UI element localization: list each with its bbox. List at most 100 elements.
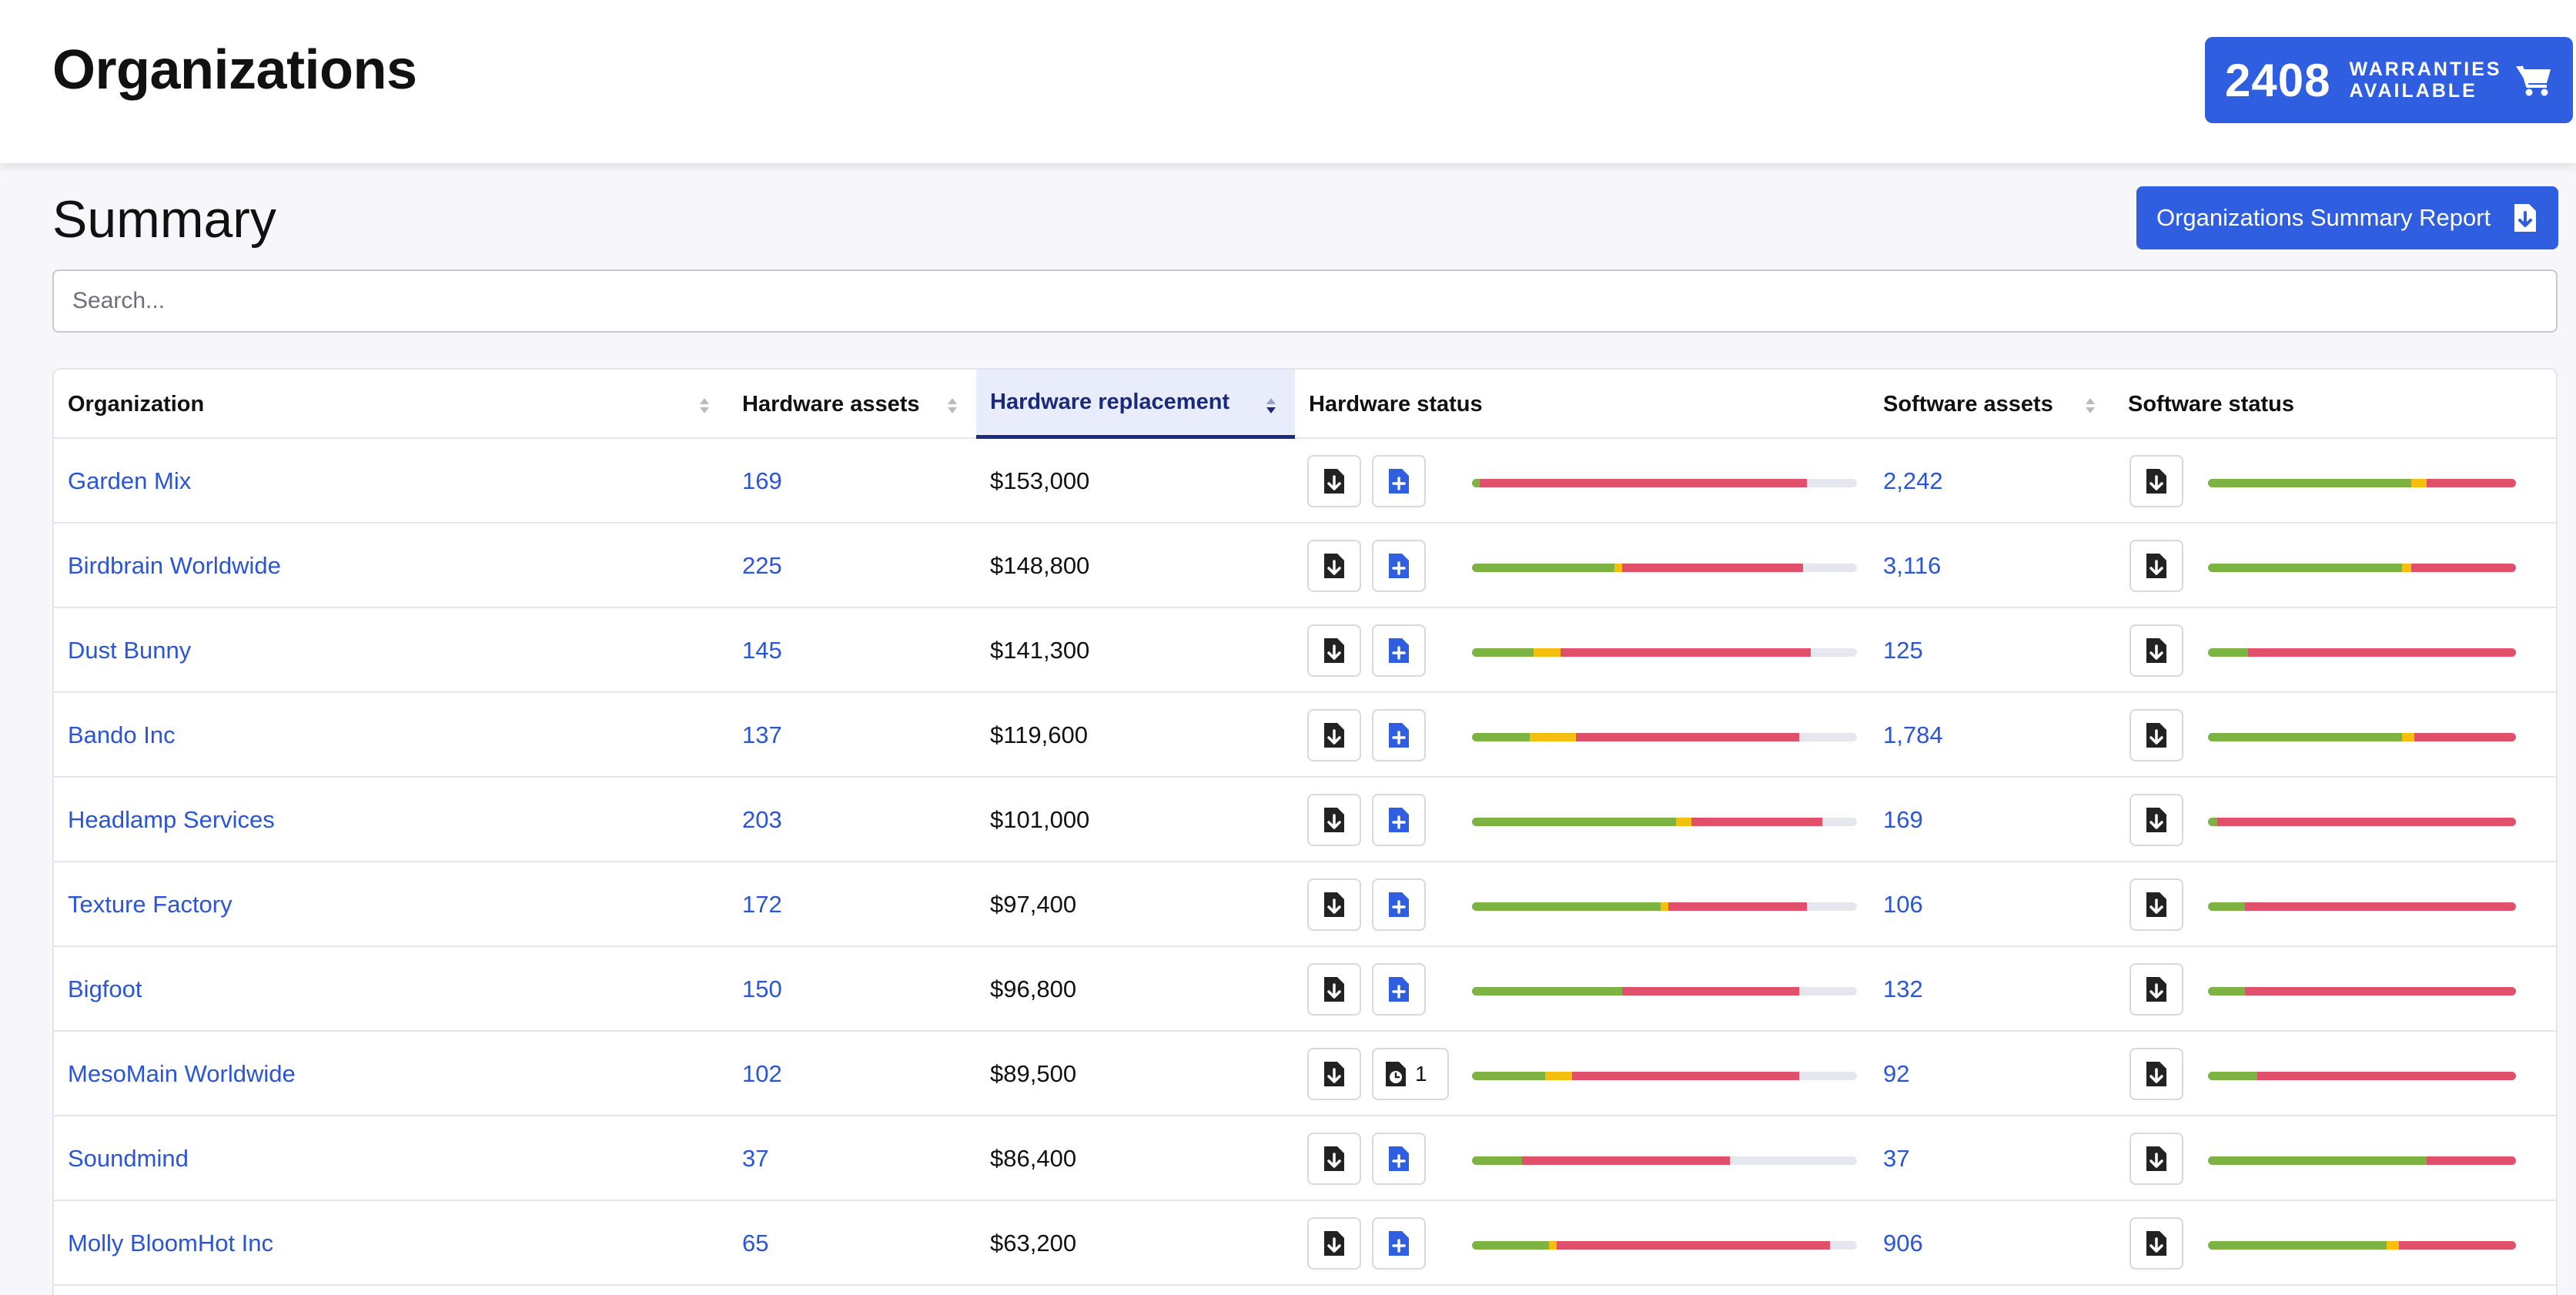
warranties-available-button[interactable]: 2408 WARRANTIES AVAILABLE [2205,37,2573,123]
hardware-assets-link[interactable]: 150 [742,975,782,1002]
status-bad-segment [2257,1072,2516,1080]
column-header-hardware-assets[interactable]: Hardware assets [728,370,976,439]
software-assets-link[interactable]: 3,116 [1883,552,1942,579]
hardware-download-button[interactable] [1307,963,1361,1016]
hardware-pending-button[interactable]: 1 [1372,1048,1449,1100]
software-download-button[interactable] [2129,540,2183,592]
warranty-label-line1: WARRANTIES [2349,59,2502,80]
status-warn-segment [2402,733,2414,741]
hardware-add-button[interactable] [1372,963,1426,1016]
hardware-assets-link[interactable]: 172 [742,891,782,918]
organization-link[interactable]: MesoMain Worldwide [68,1060,296,1087]
hardware-assets-link[interactable]: 102 [742,1060,782,1087]
add-file-icon [1389,469,1409,494]
status-bad-segment [1480,479,1807,487]
software-download-button[interactable] [2129,878,2183,931]
organization-link[interactable]: Birdbrain Worldwide [68,552,281,579]
organization-link[interactable]: Molly BloomHot Inc [68,1230,274,1257]
hardware-add-button[interactable] [1372,1217,1426,1270]
status-ok-segment [2208,1072,2257,1080]
software-assets-link[interactable]: 92 [1883,1060,1910,1087]
software-download-button[interactable] [2129,455,2183,507]
organization-link[interactable]: Texture Factory [68,891,233,918]
table-row: MesoMain Worldwide 102 $89,500 1 92 [54,1032,2556,1116]
status-warn-segment [1530,733,1576,741]
organization-link[interactable]: Garden Mix [68,467,192,494]
add-file-icon [1389,808,1409,832]
software-assets-link[interactable]: 906 [1883,1230,1923,1257]
status-ok-segment [1472,902,1661,911]
hardware-status-bar [1472,1241,1857,1250]
software-assets-link[interactable]: 132 [1883,975,1923,1002]
software-status-bar [2208,648,2516,657]
software-assets-link[interactable]: 2,242 [1883,467,1943,494]
hardware-assets-link[interactable]: 203 [742,806,782,833]
hardware-download-button[interactable] [1307,878,1361,931]
software-download-button[interactable] [2129,1048,2183,1100]
status-ok-segment [1472,479,1480,487]
hardware-add-button[interactable] [1372,624,1426,677]
add-file-icon [1389,892,1409,917]
software-status-bar [2208,564,2516,572]
organization-link[interactable]: Headlamp Services [68,806,275,833]
column-header-hardware-replacement[interactable]: Hardware replacement [976,370,1295,439]
hardware-download-button[interactable] [1307,455,1361,507]
hardware-assets-link[interactable]: 137 [742,721,782,748]
sort-icon [948,398,957,413]
status-bad-segment [1572,1072,1799,1080]
organization-link[interactable]: Dust Bunny [68,637,192,664]
hardware-download-button[interactable] [1307,1048,1361,1100]
status-ok-segment [2208,902,2245,911]
software-assets-link[interactable]: 106 [1883,891,1923,918]
hardware-add-button[interactable] [1372,878,1426,931]
table-row: Bando Inc 137 $119,600 1,784 [54,693,2556,778]
summary-title: Summary [52,190,276,249]
column-header-software-assets[interactable]: Software assets [1869,370,2114,439]
organization-link[interactable]: Bigfoot [68,975,142,1002]
software-download-button[interactable] [2129,1133,2183,1185]
software-status-bar [2208,987,2516,996]
software-download-button[interactable] [2129,794,2183,846]
hardware-add-button[interactable] [1372,1133,1426,1185]
column-header-software-status: Software status [2114,370,2556,439]
status-bad-segment [2245,902,2516,911]
status-ok-segment [1472,818,1676,826]
software-download-button[interactable] [2129,709,2183,761]
software-assets-link[interactable]: 125 [1883,637,1923,664]
status-bad-segment [2217,818,2516,826]
hardware-status-bar [1472,479,1857,487]
status-bad-segment [1622,987,1799,996]
warranty-count: 2408 [2225,54,2331,106]
hardware-add-button[interactable] [1372,709,1426,761]
organizations-summary-report-button[interactable]: Organizations Summary Report [2136,186,2558,249]
software-download-button[interactable] [2129,624,2183,677]
hardware-download-button[interactable] [1307,1217,1361,1270]
software-assets-link[interactable]: 37 [1883,1145,1910,1172]
status-bad-segment [1561,648,1811,657]
hardware-download-button[interactable] [1307,794,1361,846]
software-assets-link[interactable]: 169 [1883,806,1923,833]
status-bad-segment [2427,1156,2516,1165]
status-bad-segment [1622,564,1803,572]
hardware-download-button[interactable] [1307,624,1361,677]
hardware-add-button[interactable] [1372,455,1426,507]
hardware-assets-link[interactable]: 65 [742,1230,769,1257]
hardware-assets-link[interactable]: 169 [742,467,782,494]
hardware-add-button[interactable] [1372,540,1426,592]
software-status-bar [2208,818,2516,826]
organization-link[interactable]: Bando Inc [68,721,176,748]
software-download-button[interactable] [2129,1217,2183,1270]
software-download-button[interactable] [2129,963,2183,1016]
software-assets-link[interactable]: 1,784 [1883,721,1943,748]
organization-link[interactable]: Soundmind [68,1145,189,1172]
hardware-add-button[interactable] [1372,794,1426,846]
cart-icon [2516,65,2551,96]
hardware-download-button[interactable] [1307,1133,1361,1185]
column-header-organization[interactable]: Organization [54,370,728,439]
search-input[interactable] [52,269,2558,333]
hardware-assets-link[interactable]: 225 [742,552,782,579]
hardware-assets-link[interactable]: 145 [742,637,782,664]
hardware-assets-link[interactable]: 37 [742,1145,769,1172]
hardware-download-button[interactable] [1307,709,1361,761]
hardware-download-button[interactable] [1307,540,1361,592]
